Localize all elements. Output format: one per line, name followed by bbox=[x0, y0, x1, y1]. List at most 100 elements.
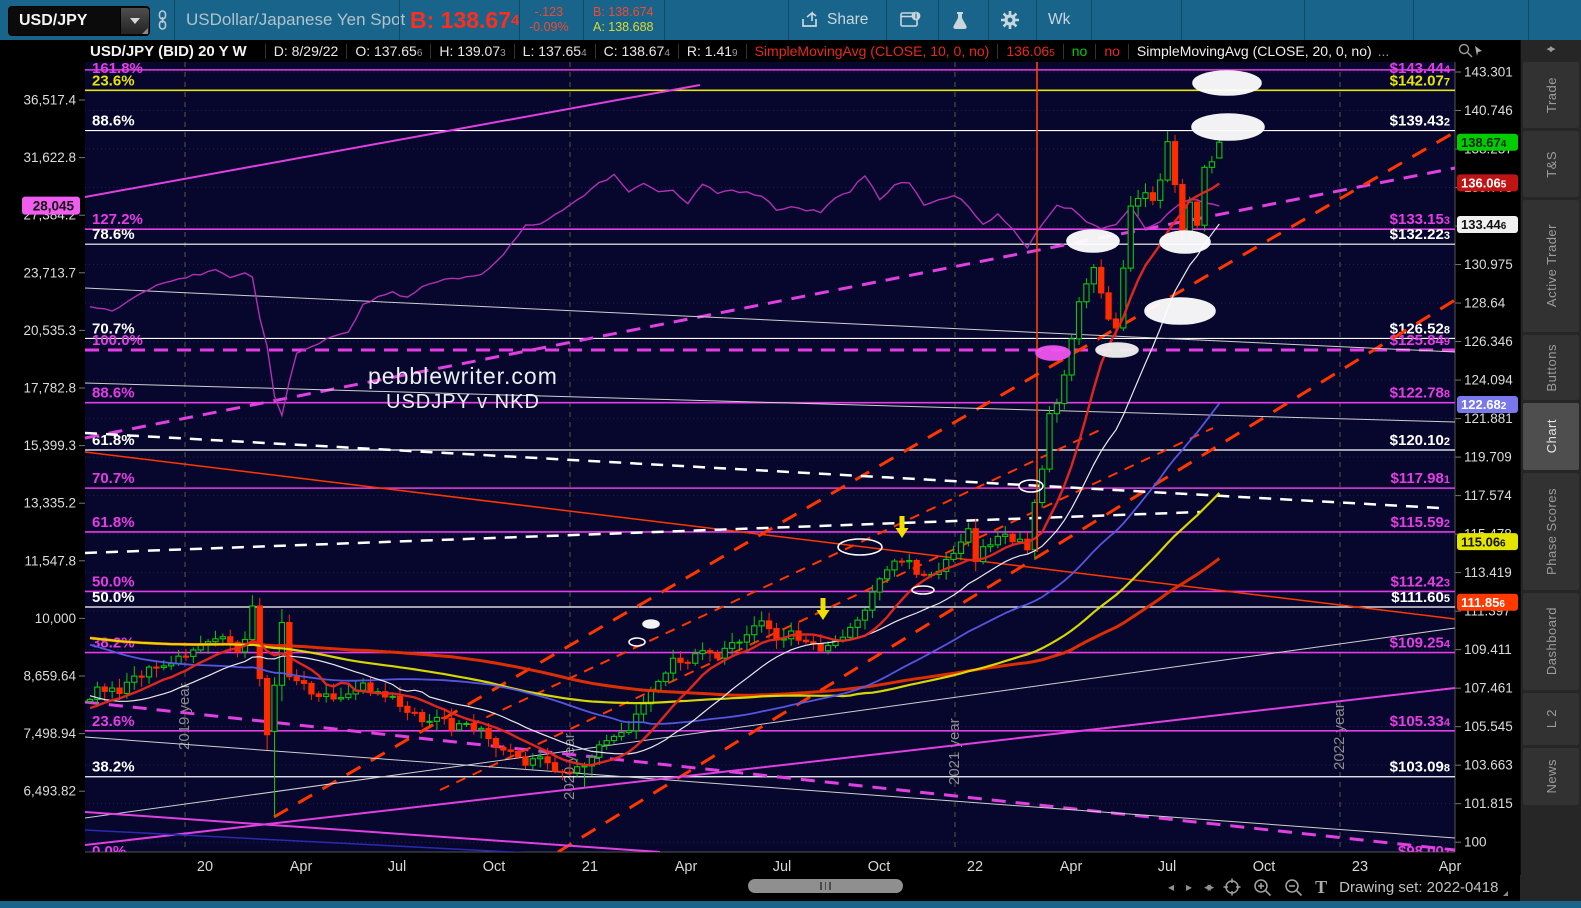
study-flag-red: no bbox=[1104, 43, 1120, 59]
svg-text:$112.423: $112.423 bbox=[1390, 573, 1450, 590]
pan-right-icon[interactable]: ▸ bbox=[1186, 880, 1193, 894]
svg-text:20: 20 bbox=[197, 859, 213, 875]
svg-text:161.8%: 161.8% bbox=[92, 62, 143, 77]
chart-bottom-bar: ◂ ▸ ◂▸ T Drawing set: 2022-0418 bbox=[0, 875, 1520, 901]
svg-text:21: 21 bbox=[582, 859, 598, 875]
zoom-out-icon[interactable] bbox=[1284, 878, 1303, 897]
left-axis: 36,517.431,622.827,384.223,713.720,535.3… bbox=[23, 93, 85, 799]
svg-text:$143.444: $143.444 bbox=[1390, 62, 1451, 77]
svg-text:70.7%: 70.7% bbox=[92, 320, 135, 337]
sidebar-tab-buttons[interactable]: Buttons bbox=[1523, 335, 1579, 400]
sidebar-tab-active-trader[interactable]: Active Trader bbox=[1523, 200, 1579, 332]
svg-text:17,782.8: 17,782.8 bbox=[23, 381, 76, 396]
sidebar-tab-phase-scores[interactable]: Phase Scores bbox=[1523, 473, 1579, 590]
analysis-tools-button[interactable] bbox=[951, 0, 969, 40]
ellipse-annotation bbox=[642, 619, 660, 629]
crosshair-icon[interactable] bbox=[1223, 878, 1241, 896]
study-flag-green: no bbox=[1071, 43, 1088, 59]
svg-text:50.0%: 50.0% bbox=[92, 589, 135, 606]
sidebar-tab-l2[interactable]: L 2 bbox=[1523, 693, 1579, 745]
ellipse-annotation bbox=[1035, 345, 1071, 361]
zoom-in-icon[interactable] bbox=[1253, 878, 1272, 897]
svg-text:121.881: 121.881 bbox=[1464, 411, 1513, 426]
sidebar-tab-news[interactable]: News bbox=[1523, 748, 1579, 805]
sidebar-tab-ts[interactable]: T&S bbox=[1523, 131, 1579, 197]
share-icon bbox=[802, 11, 817, 27]
chart-canvas[interactable]: 143.301140.746138.237135.773133.353130.9… bbox=[0, 62, 1520, 875]
study-sma20-label[interactable]: SimpleMovingAvg (CLOSE, 20, 0, no) bbox=[1136, 43, 1372, 59]
price-bubbles: 138.674 136.065 133.446 122.682 115.066 111.8… bbox=[22, 133, 1518, 611]
svg-text:$103.098: $103.098 bbox=[1390, 759, 1450, 776]
timeframe-button[interactable]: Wk bbox=[1048, 0, 1581, 40]
pan-left-icon[interactable]: ◂ bbox=[1168, 880, 1175, 894]
gear-icon bbox=[1001, 11, 1019, 29]
divider bbox=[174, 0, 175, 40]
crosshair-pointer-icon[interactable] bbox=[1456, 42, 1486, 60]
svg-text:$142.077: $142.077 bbox=[1390, 72, 1450, 89]
svg-text:130.975: 130.975 bbox=[1464, 257, 1513, 272]
fit-width-icon[interactable]: ◂▸ bbox=[1204, 879, 1214, 894]
symbol-dropdown-button[interactable] bbox=[120, 8, 149, 34]
svg-text:22: 22 bbox=[967, 859, 983, 875]
ellipse-annotation bbox=[1144, 297, 1216, 325]
svg-text:105.545: 105.545 bbox=[1464, 719, 1513, 734]
study-sma10-label[interactable]: SimpleMovingAvg (CLOSE, 10, 0, no) bbox=[754, 43, 990, 59]
svg-text:100: 100 bbox=[1464, 835, 1487, 850]
ellipse-annotation bbox=[911, 585, 935, 595]
ellipse-annotation bbox=[1159, 230, 1211, 254]
svg-text:88.6%: 88.6% bbox=[92, 385, 135, 402]
symbol-value: USD/JPY bbox=[19, 12, 88, 29]
share-button[interactable]: Share bbox=[800, 0, 868, 40]
svg-text:$125.849: $125.849 bbox=[1390, 332, 1450, 349]
svg-text:Apr: Apr bbox=[1439, 859, 1462, 875]
svg-text:117.574: 117.574 bbox=[1464, 488, 1512, 503]
link-icon[interactable] bbox=[156, 0, 169, 40]
svg-text:38.2%: 38.2% bbox=[92, 759, 135, 776]
svg-text:Oct: Oct bbox=[868, 859, 891, 875]
studies-overflow[interactable]: ... bbox=[1377, 43, 1390, 59]
svg-text:61.8%: 61.8% bbox=[92, 514, 135, 531]
divider bbox=[938, 0, 939, 40]
window-edge bbox=[0, 901, 1581, 908]
bid-ask-readout: B: 138.674 A: 138.688 bbox=[593, 0, 653, 40]
trend-lines bbox=[85, 84, 1455, 852]
svg-text:$126.528: $126.528 bbox=[1390, 320, 1450, 337]
svg-text:23,713.7: 23,713.7 bbox=[23, 265, 76, 280]
svg-text:124.094: 124.094 bbox=[1464, 373, 1513, 388]
svg-text:USDJPY v NKD: USDJPY v NKD bbox=[386, 391, 540, 413]
svg-text:11,547.8: 11,547.8 bbox=[24, 553, 76, 568]
svg-text:$132.223: $132.223 bbox=[1390, 226, 1450, 243]
moving-averages bbox=[89, 182, 1221, 767]
timeline-scrollbar[interactable] bbox=[748, 879, 903, 893]
sidebar-collapse-icon[interactable]: ◂▸ bbox=[1546, 43, 1555, 55]
note-info-icon: i bbox=[900, 11, 921, 27]
divider bbox=[1091, 0, 1092, 40]
ellipse-annotation bbox=[1095, 342, 1139, 358]
sidebar-tab-chart[interactable]: Chart bbox=[1523, 403, 1579, 470]
settings-button[interactable] bbox=[1000, 0, 1020, 40]
drawing-set-selector[interactable]: Drawing set: 2022-0418 bbox=[1339, 879, 1509, 896]
svg-text:13,335.2: 13,335.2 bbox=[23, 496, 76, 511]
symbol-input[interactable]: USD/JPY bbox=[8, 6, 150, 36]
right-sidebar: ◂▸ Trade T&S Active Trader Buttons Chart… bbox=[1520, 40, 1581, 901]
svg-text:119.709: 119.709 bbox=[1464, 450, 1512, 465]
chart-header: USD/JPY (BID) 20 Y W D: 8/29/22 O: 137.6… bbox=[0, 40, 1520, 62]
field-close: C: 138.674 bbox=[603, 43, 670, 59]
sidebar-tab-dashboard[interactable]: Dashboard bbox=[1523, 593, 1579, 690]
change-percent: -0.09% bbox=[529, 20, 569, 34]
svg-text:88.6%: 88.6% bbox=[92, 113, 135, 130]
divider bbox=[788, 0, 789, 40]
chart-info-button[interactable]: i bbox=[900, 0, 922, 40]
divider bbox=[519, 0, 520, 40]
svg-text:23.6%: 23.6% bbox=[92, 713, 135, 730]
bid-value: B: 138.674 bbox=[593, 5, 654, 19]
svg-text:6,493.82: 6,493.82 bbox=[23, 784, 76, 799]
ellipse-annotation bbox=[1018, 479, 1044, 493]
svg-text:78.6%: 78.6% bbox=[92, 226, 135, 243]
svg-text:28,045: 28,045 bbox=[33, 198, 75, 213]
text-tool-icon[interactable]: T bbox=[1315, 876, 1328, 897]
sidebar-tab-trade[interactable]: Trade bbox=[1523, 62, 1579, 128]
divider bbox=[988, 0, 989, 40]
change-readout: -.123 -0.09% bbox=[529, 0, 569, 40]
